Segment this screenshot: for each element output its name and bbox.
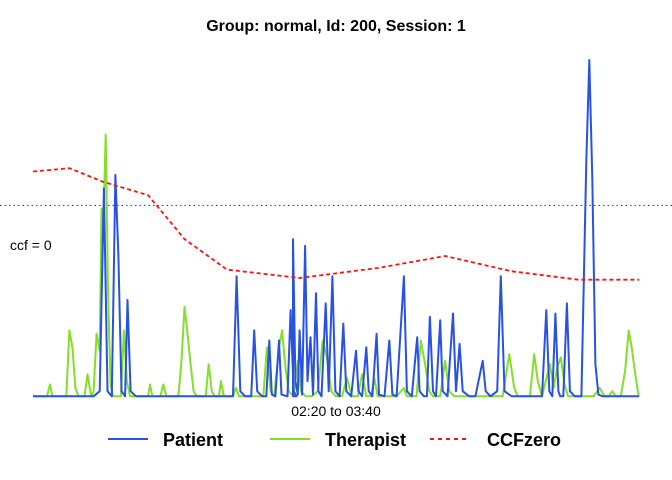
legend: Patient Therapist CCFzero bbox=[108, 430, 561, 450]
x-axis-label: 02:20 to 03:40 bbox=[291, 403, 381, 419]
series-group bbox=[32, 59, 640, 398]
series-line-ccfzero bbox=[32, 167, 639, 281]
legend-label-ccfzero: CCFzero bbox=[487, 430, 561, 450]
legend-label-patient: Patient bbox=[163, 430, 223, 450]
series-line-patient bbox=[33, 59, 639, 398]
legend-label-therapist: Therapist bbox=[325, 430, 406, 450]
chart-title: Group: normal, Id: 200, Session: 1 bbox=[206, 18, 466, 35]
ref-line-label: ccf = 0 bbox=[10, 237, 52, 253]
